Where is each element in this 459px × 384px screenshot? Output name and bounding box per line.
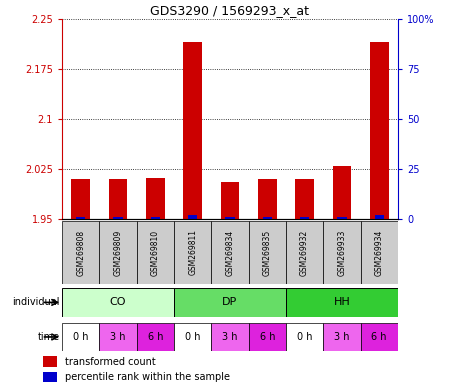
Text: 3 h: 3 h <box>110 332 126 342</box>
Bar <box>332 166 351 219</box>
Bar <box>188 215 197 219</box>
Bar <box>295 179 313 219</box>
Bar <box>62 288 174 317</box>
Text: DP: DP <box>222 297 237 308</box>
Bar <box>113 217 123 219</box>
Text: GSM269808: GSM269808 <box>76 229 85 276</box>
Bar <box>44 372 56 382</box>
Bar <box>99 221 136 284</box>
Bar <box>323 221 360 284</box>
Bar <box>174 323 211 351</box>
Text: 6 h: 6 h <box>371 332 386 342</box>
Text: 3 h: 3 h <box>333 332 349 342</box>
Bar <box>62 221 99 284</box>
Bar <box>151 217 160 219</box>
Bar <box>71 179 90 219</box>
Bar <box>76 217 85 219</box>
Bar <box>248 323 285 351</box>
Bar <box>183 43 202 219</box>
Bar <box>108 179 127 219</box>
Bar <box>336 217 346 219</box>
Bar <box>369 43 388 219</box>
Text: GSM269933: GSM269933 <box>337 229 346 276</box>
Bar <box>299 217 308 219</box>
Bar <box>374 215 383 219</box>
Text: GSM269835: GSM269835 <box>262 229 271 276</box>
Bar <box>146 178 164 219</box>
Bar <box>360 323 397 351</box>
Text: GSM269834: GSM269834 <box>225 229 234 276</box>
Text: percentile rank within the sample: percentile rank within the sample <box>65 372 230 382</box>
Bar <box>174 221 211 284</box>
Text: time: time <box>38 332 60 342</box>
Bar <box>225 217 234 219</box>
Text: 0 h: 0 h <box>73 332 88 342</box>
Bar <box>62 323 99 351</box>
Bar <box>248 221 285 284</box>
Bar <box>211 221 248 284</box>
Text: 3 h: 3 h <box>222 332 237 342</box>
Text: CO: CO <box>110 297 126 308</box>
Text: GSM269811: GSM269811 <box>188 230 197 275</box>
Title: GDS3290 / 1569293_x_at: GDS3290 / 1569293_x_at <box>150 3 309 17</box>
Bar <box>220 182 239 219</box>
Text: transformed count: transformed count <box>65 357 156 367</box>
Text: GSM269809: GSM269809 <box>113 229 122 276</box>
Text: GSM269810: GSM269810 <box>151 229 160 276</box>
Bar <box>285 288 397 317</box>
Bar <box>136 221 174 284</box>
Text: GSM269934: GSM269934 <box>374 229 383 276</box>
Text: 0 h: 0 h <box>296 332 312 342</box>
Text: HH: HH <box>333 297 350 308</box>
Bar <box>323 323 360 351</box>
Bar <box>211 323 248 351</box>
Text: GSM269932: GSM269932 <box>299 229 308 276</box>
Bar <box>360 221 397 284</box>
Bar <box>174 288 285 317</box>
Bar <box>44 356 56 367</box>
Bar <box>262 217 271 219</box>
Text: 0 h: 0 h <box>185 332 200 342</box>
Bar <box>136 323 174 351</box>
Bar <box>257 179 276 219</box>
Text: 6 h: 6 h <box>147 332 163 342</box>
Bar <box>99 323 136 351</box>
Bar <box>285 323 323 351</box>
Bar <box>285 221 323 284</box>
Text: 6 h: 6 h <box>259 332 274 342</box>
Text: individual: individual <box>12 297 60 308</box>
